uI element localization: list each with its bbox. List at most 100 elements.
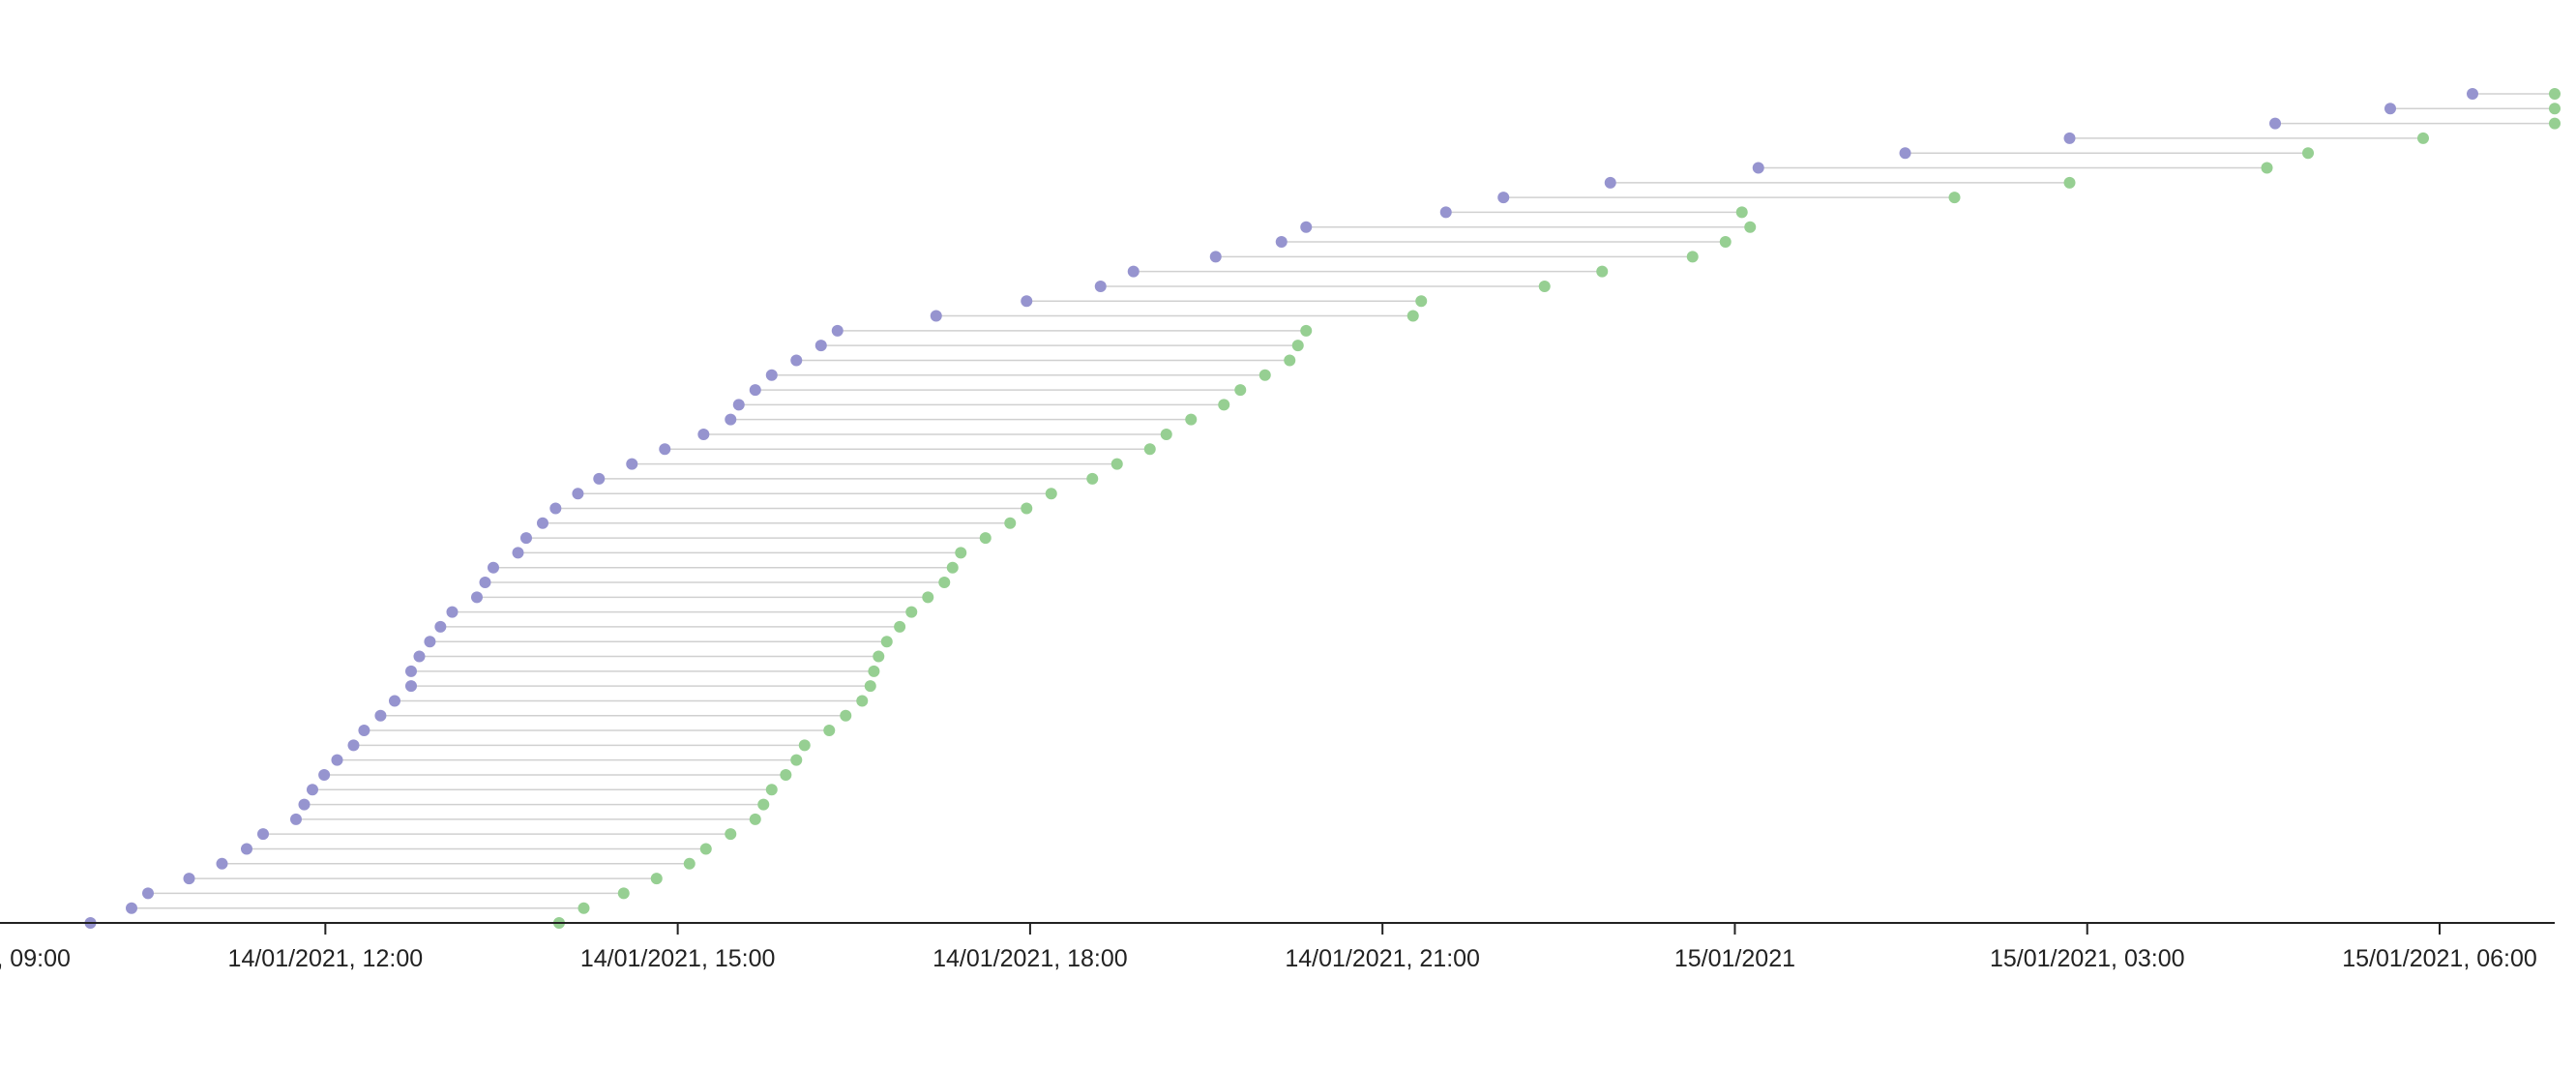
start-dot — [572, 488, 584, 500]
start-dot — [697, 428, 710, 440]
end-dot — [683, 857, 696, 870]
x-tick-label: 14/01/2021, 15:00 — [580, 945, 776, 972]
start-dot — [1094, 280, 1107, 292]
end-dot — [1110, 458, 1123, 470]
start-dot — [2063, 132, 2076, 144]
start-dot — [536, 517, 548, 529]
start-dot — [2384, 103, 2397, 115]
start-dot — [1497, 192, 1510, 204]
start-dot — [626, 458, 638, 470]
start-dot — [306, 784, 318, 796]
x-tick-label: 15/01/2021, 03:00 — [1990, 945, 2185, 972]
start-dot — [1300, 221, 1313, 233]
end-dot — [1185, 413, 1198, 426]
start-dot — [2467, 88, 2479, 100]
end-dot — [946, 561, 959, 574]
end-dot — [1086, 472, 1099, 485]
start-dot — [446, 606, 459, 618]
end-dot — [1160, 428, 1172, 440]
end-dot — [1415, 295, 1428, 308]
start-dot — [298, 798, 311, 811]
end-dot — [1719, 236, 1732, 249]
end-dot — [2549, 88, 2561, 100]
start-dot — [487, 561, 499, 574]
end-dot — [1284, 354, 1296, 367]
start-dot — [183, 873, 195, 885]
end-dot — [894, 620, 906, 633]
end-dot — [1744, 221, 1757, 233]
end-dot — [617, 887, 630, 900]
start-dot — [216, 857, 228, 870]
end-dot — [577, 902, 590, 914]
start-dot — [732, 399, 745, 411]
start-dot — [1275, 236, 1288, 249]
start-dot — [765, 369, 778, 381]
start-dot — [374, 709, 387, 722]
end-dot — [798, 739, 811, 752]
start-dot — [125, 902, 137, 914]
start-dot — [593, 472, 606, 485]
start-dot — [434, 620, 447, 633]
start-dot — [659, 443, 671, 456]
end-dot — [2549, 103, 2561, 115]
end-dot — [864, 680, 876, 693]
start-dot — [725, 413, 737, 426]
end-dot — [905, 606, 918, 618]
start-dot — [549, 502, 562, 515]
end-dot — [1021, 502, 1033, 515]
x-tick-label: 15/01/2021 — [1674, 945, 1795, 972]
end-dot — [765, 784, 778, 796]
start-dot — [749, 384, 761, 397]
end-dot — [2261, 162, 2273, 174]
start-dot — [141, 887, 154, 900]
end-dot — [725, 828, 737, 841]
end-dot — [1948, 192, 1961, 204]
end-dot — [1045, 488, 1057, 500]
end-dot — [938, 577, 951, 589]
end-dot — [790, 754, 803, 766]
start-dot — [347, 739, 360, 752]
end-dot — [1406, 310, 1419, 322]
end-dot — [840, 709, 852, 722]
end-dot — [873, 650, 885, 663]
end-dot — [1258, 369, 1271, 381]
end-dot — [749, 813, 761, 825]
end-dot — [979, 532, 992, 545]
end-dot — [2302, 147, 2315, 160]
start-dot — [289, 813, 302, 825]
end-dot — [757, 798, 770, 811]
start-dot — [404, 680, 417, 693]
start-dot — [512, 547, 524, 559]
end-dot — [823, 725, 836, 737]
start-dot — [519, 532, 532, 545]
start-dot — [479, 577, 491, 589]
end-dot — [1300, 324, 1313, 337]
end-dot — [955, 547, 967, 559]
start-dot — [1604, 176, 1616, 189]
start-dot — [358, 725, 370, 737]
end-dot — [868, 665, 880, 677]
start-dot — [1209, 251, 1222, 263]
end-dot — [1686, 251, 1699, 263]
x-tick-label: 14/01/2021, 09:00 — [0, 945, 71, 972]
start-dot — [1752, 162, 1764, 174]
x-tick-label: 14/01/2021, 12:00 — [228, 945, 424, 972]
end-dot — [650, 873, 663, 885]
start-dot — [331, 754, 343, 766]
end-dot — [1538, 280, 1551, 292]
end-dot — [880, 636, 893, 648]
end-dot — [856, 695, 869, 707]
end-dot — [1735, 206, 1748, 219]
start-dot — [1021, 295, 1033, 308]
end-dot — [2063, 176, 2076, 189]
start-dot — [404, 665, 417, 677]
end-dot — [2549, 117, 2561, 130]
start-dot — [790, 354, 803, 367]
start-dot — [256, 828, 269, 841]
start-dot — [2269, 117, 2282, 130]
start-dot — [470, 591, 483, 604]
end-dot — [2417, 132, 2430, 144]
start-dot — [318, 768, 331, 781]
x-tick-label: 15/01/2021, 06:00 — [2342, 945, 2537, 972]
